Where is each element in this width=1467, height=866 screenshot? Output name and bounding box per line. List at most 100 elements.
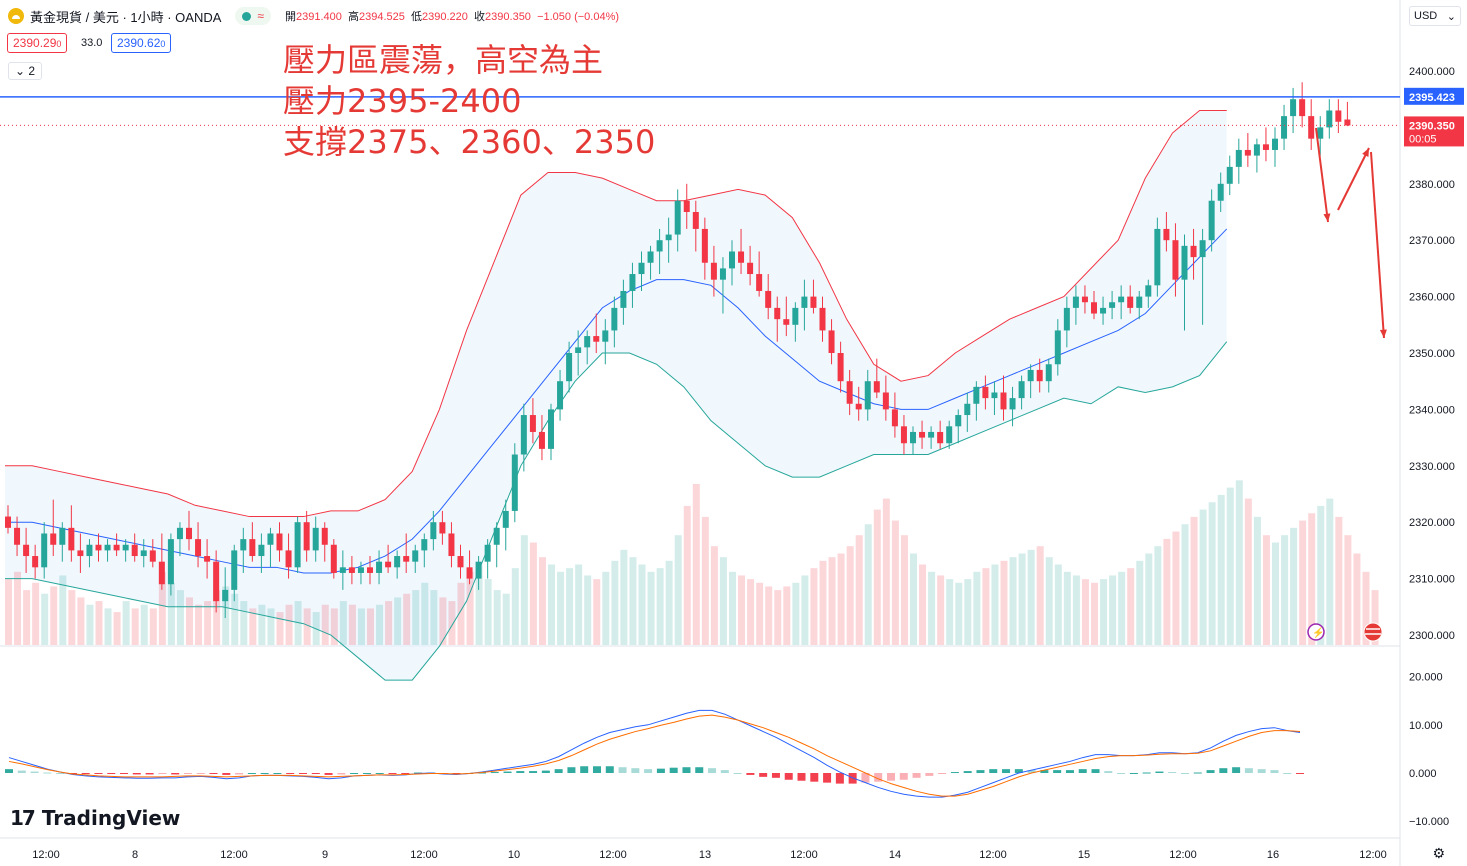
indicators-toggle[interactable]: ⌄ 2 xyxy=(8,62,43,80)
market-status-pill[interactable]: ≈ xyxy=(235,7,271,25)
candle-body xyxy=(575,347,582,353)
forecast-arrow-down xyxy=(1315,127,1329,223)
macd-histogram-bar xyxy=(132,773,141,775)
macd-histogram-bar xyxy=(1206,770,1215,773)
macd-histogram-bar xyxy=(94,773,103,774)
volume-bar xyxy=(1326,498,1334,645)
macd-histogram-bar xyxy=(810,773,819,782)
volume-bar xyxy=(593,579,601,645)
volume-bar xyxy=(910,553,917,645)
sell-button[interactable]: 2390.290 xyxy=(7,33,68,53)
volume-bar xyxy=(602,571,610,645)
candle-body xyxy=(810,296,817,308)
volume-bar xyxy=(1281,535,1289,645)
time-tick-label: 15 xyxy=(1078,849,1090,861)
candle-body xyxy=(195,539,202,557)
volume-bar xyxy=(557,571,565,645)
symbol-title[interactable]: 黃金現貨 / 美元 · 1小時 · OANDA xyxy=(30,9,222,25)
volume-bar xyxy=(511,568,519,645)
volume-bar xyxy=(891,520,899,645)
tradingview-logo[interactable]: 17 TradingView xyxy=(10,806,181,830)
settings-icon[interactable]: ⚙ xyxy=(1432,845,1445,861)
candle-body xyxy=(249,539,256,557)
macd-histogram-bar xyxy=(1091,769,1100,773)
volume-bar xyxy=(59,575,67,645)
candle-body xyxy=(204,556,211,562)
macd-histogram-bar xyxy=(1296,773,1305,774)
forecast-arrow-down-long-head xyxy=(1379,329,1387,338)
time-tick-label: 12:00 xyxy=(1169,849,1197,861)
time-tick-label: 12:00 xyxy=(599,849,627,861)
macd-signal-line xyxy=(8,714,1301,797)
candle-body xyxy=(1326,110,1333,128)
macd-histogram-bar xyxy=(145,773,154,775)
volume-bar xyxy=(1262,535,1270,645)
time-tick-label: 8 xyxy=(132,849,138,861)
forecast-arrow-up-head xyxy=(1362,148,1369,157)
macd-histogram-bar xyxy=(350,773,359,774)
chevron-down-icon: ⌄ xyxy=(1446,10,1456,23)
volume-bar xyxy=(1027,549,1035,645)
macd-histogram-bar xyxy=(554,769,563,773)
candle-body xyxy=(973,386,980,404)
volume-bar xyxy=(1063,571,1071,645)
volume-bar xyxy=(167,582,175,645)
candle-body xyxy=(186,527,192,540)
volume-bar xyxy=(376,604,384,645)
candle-body xyxy=(1072,296,1079,308)
high-value: 2394.525 xyxy=(359,11,405,23)
macd-histogram-bar xyxy=(324,773,333,775)
volume-bar xyxy=(738,575,746,645)
candle-body xyxy=(59,527,66,545)
candle-body xyxy=(656,240,663,252)
candle-body xyxy=(756,274,763,291)
price-tick-label: 2370.000 xyxy=(1409,235,1455,247)
volume-bar xyxy=(394,597,402,645)
macd-histogram-bar xyxy=(861,773,870,783)
spread-value: 33.0 xyxy=(81,37,103,49)
macd-histogram-bar xyxy=(925,773,934,776)
candle-body xyxy=(1272,138,1278,150)
candle-body xyxy=(783,319,790,325)
volume-bar xyxy=(14,571,22,645)
volume-bar xyxy=(5,579,12,645)
forecast-arrow-down-head xyxy=(1323,213,1331,222)
volume-bar xyxy=(231,593,239,645)
currency-select[interactable]: USD ⌄ xyxy=(1409,6,1461,26)
volume-bar xyxy=(575,564,583,645)
chevron-down-icon: ⌄ xyxy=(15,64,26,78)
candle-body xyxy=(421,539,428,551)
volume-bar xyxy=(330,608,338,645)
buy-button[interactable]: 2390.620 xyxy=(111,33,172,53)
ohlc-values: 開2391.400 高2394.525 低2390.220 收2390.350 … xyxy=(285,11,620,23)
macd-histogram-bar xyxy=(260,773,269,774)
macd-histogram-bar xyxy=(1283,773,1292,774)
macd-histogram-bar xyxy=(362,773,371,774)
macd-histogram-bar xyxy=(247,773,256,774)
candle-body xyxy=(1000,392,1007,410)
volume-bar xyxy=(1290,527,1298,645)
open-value: 2391.400 xyxy=(296,11,342,23)
volume-bar xyxy=(339,601,347,645)
lightning-event-icon xyxy=(1307,623,1325,641)
volume-bar xyxy=(1308,513,1316,645)
macd-histogram-bar xyxy=(541,770,550,773)
candle-body xyxy=(1081,296,1088,303)
candle-body xyxy=(276,533,283,551)
volume-bar xyxy=(1244,498,1252,645)
symbol-header: 黃金現貨 / 美元 · 1小時 · OANDA ≈ 開2391.400 高239… xyxy=(8,6,619,26)
macd-histogram-bar xyxy=(592,766,601,773)
candle-body xyxy=(1217,183,1224,201)
candle-body xyxy=(267,533,274,545)
volume-bar xyxy=(864,524,872,645)
candle-body xyxy=(23,544,30,557)
candle-body xyxy=(964,403,971,416)
macd-histogram-bar xyxy=(938,773,947,774)
volume-bar xyxy=(1118,571,1126,645)
volume-bar xyxy=(756,582,764,645)
time-tick-label: 9 xyxy=(322,849,328,861)
volume-bar xyxy=(1000,560,1008,645)
volume-bar xyxy=(195,604,203,645)
candle-body xyxy=(891,409,898,427)
